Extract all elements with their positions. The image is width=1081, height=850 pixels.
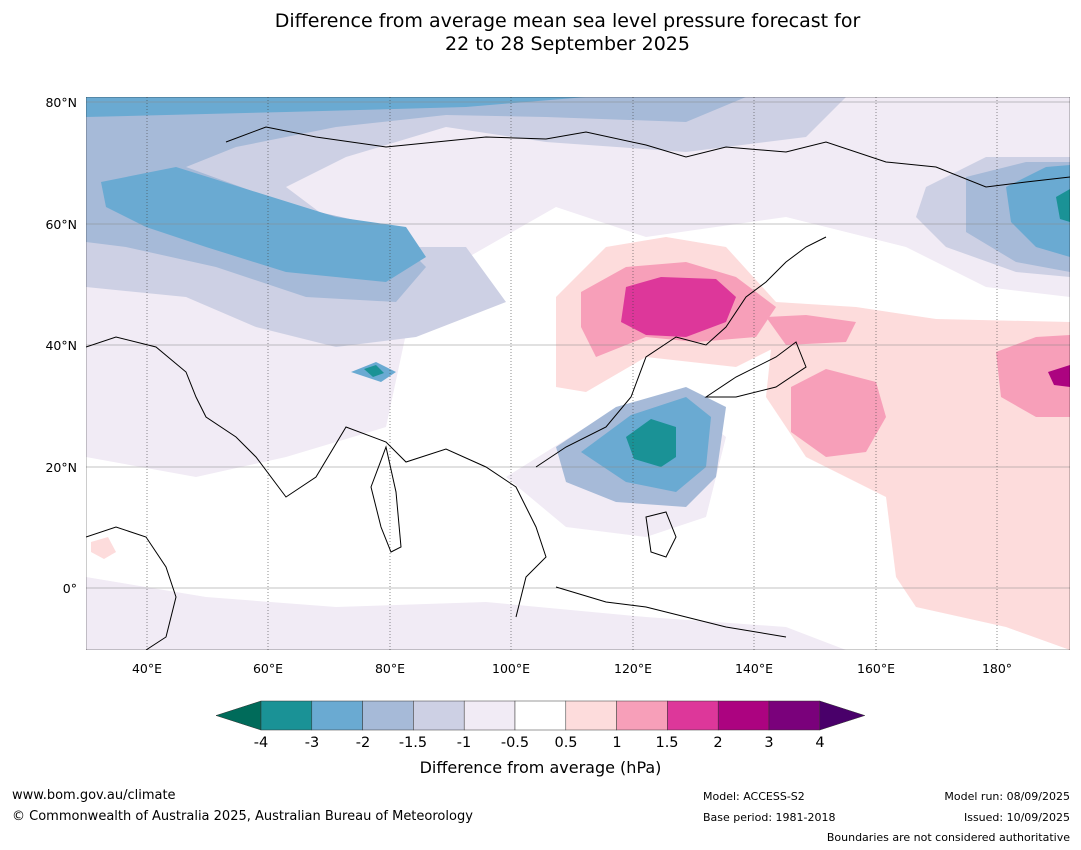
colorbar-cell [616,700,668,731]
issued-date: Issued: 10/09/2025 [963,811,1070,824]
colorbar-tick-label: 1 [612,735,622,751]
colorbar-cell [311,700,363,731]
anomaly-teal-china [626,419,676,467]
base-period: Base period: 1981-2018 [703,811,836,824]
colorbar-cell [565,700,617,731]
colorbar-cell [362,700,414,731]
website-link[interactable]: www.bom.gov.au/climate [12,788,176,803]
model-run-date: Model run: 08/09/2025 [944,790,1070,803]
colorbar-tick-label: 3 [764,735,774,751]
map-title: Difference from average mean sea level p… [0,10,1081,56]
colorbar-tick-label: -1 [456,735,472,751]
coastlines [86,126,1070,650]
colorbar-tick-label: -0.5 [500,735,530,751]
anomaly-lavender-south [86,577,846,650]
lon-label-100e: 100°E [491,661,531,676]
colorbar-tick-label: 0.5 [554,735,578,751]
colorbar-tick-label: -3 [304,735,320,751]
lat-label-0: 0° [62,581,77,596]
lat-label-80n: 80°N [45,95,77,110]
lon-label-160e: 160°E [856,661,896,676]
colorbar-min-extension [215,700,262,731]
anomaly-pink-pacific-1 [791,369,886,457]
anomaly-mid-blue-east [1006,165,1070,257]
anomaly-teal-tibet [364,365,384,377]
anomaly-magenta-mongolia [621,277,736,337]
colorbar-tick-label: 1.5 [655,735,679,751]
title-line-1: Difference from average mean sea level p… [274,10,861,32]
colorbar-tick-label: 2 [713,735,723,751]
model-name: Model: ACCESS-S2 [703,790,805,803]
anomaly-teal-east [1056,189,1070,222]
anomaly-lavender-zone [86,97,1070,477]
lon-label-180: 180° [981,661,1013,676]
lon-label-120e: 120°E [613,661,653,676]
copyright-text: © Commonwealth of Australia 2025, Austra… [12,809,473,824]
boundaries-disclaimer: Boundaries are not considered authoritat… [826,831,1070,844]
lon-label-60e: 60°E [252,661,284,676]
lat-label-20n: 20°N [45,460,77,475]
colorbar-max-extension [819,700,866,731]
colorbar-tick-label: -4 [253,735,269,751]
colorbar-cell [667,700,719,731]
lon-label-140e: 140°E [734,661,774,676]
colorbar-cell [413,700,465,731]
lat-label-60n: 60°N [45,217,77,232]
lon-label-80e: 80°E [374,661,406,676]
colorbar-cell [463,700,516,731]
anomaly-mid-blue-west [101,167,426,282]
colorbar-tick-label: -1.5 [398,735,428,751]
title-line-2: 22 to 28 September 2025 [445,33,690,55]
colorbar-tick-label: -2 [355,735,371,751]
colorbar-title: Difference from average (hPa) [419,758,662,777]
colorbar-cell [514,700,567,731]
pressure-anomaly-map [86,97,1070,650]
colorbar [215,700,866,731]
lat-label-40n: 40°N [45,338,77,353]
lon-label-40e: 40°E [131,661,163,676]
anomaly-magenta-pacific [1048,365,1070,387]
colorbar-cell [260,700,313,731]
anomaly-pale-pink-africa [91,537,116,559]
colorbar-tick-label: 4 [815,735,825,751]
colorbar-cell [768,700,821,731]
anomaly-pink-pacific-2 [996,335,1070,417]
colorbar-cell [717,700,770,731]
anomaly-pink-korea [766,315,856,345]
